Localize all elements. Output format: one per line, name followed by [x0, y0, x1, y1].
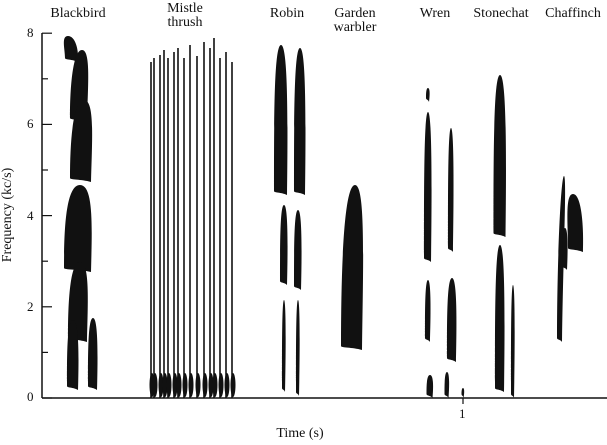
y-tick-6: 6	[27, 116, 34, 131]
y-tick-4: 4	[27, 208, 34, 223]
stonechat-syllable	[495, 245, 505, 392]
blackbird-syllable	[70, 100, 93, 182]
wren-syllable	[461, 388, 465, 398]
label-mistle-thrush: Mistle thrush	[167, 1, 203, 30]
mistle-thrush-note-base	[230, 373, 236, 397]
mistle-thrush-note-base	[208, 373, 214, 397]
mistle-thrush-note-base	[202, 373, 208, 397]
mistle-thrush-note-base	[224, 373, 230, 397]
mistle-thrush-note-base	[212, 373, 218, 397]
wren-syllable	[424, 112, 432, 262]
blackbird-syllable	[88, 318, 98, 390]
label-stonechat: Stonechat	[473, 6, 529, 21]
wren-syllable	[444, 372, 450, 398]
mistle-thrush-note-base	[195, 373, 201, 397]
wren-syllable	[448, 128, 454, 252]
chaffinch-syllable	[567, 194, 584, 252]
y-tick-2: 2	[27, 299, 34, 314]
blackbird-syllable	[63, 36, 79, 62]
label-blackbird: Blackbird	[50, 6, 106, 21]
stonechat-syllable	[511, 285, 515, 398]
robin-syllable	[294, 210, 302, 290]
x-axis-label: Time (s)	[276, 426, 324, 441]
mistle-thrush-note-base	[152, 373, 158, 397]
chaffinch-syllable	[557, 176, 566, 342]
wren-syllable	[426, 375, 434, 398]
mistle-thrush-note-base	[188, 373, 194, 397]
x-tick-1: 1	[459, 406, 466, 421]
wren-syllable	[425, 280, 431, 342]
stonechat-syllable	[493, 75, 506, 237]
robin-syllable	[282, 300, 286, 392]
robin-syllable	[296, 300, 300, 396]
chaffinch-syllable	[562, 228, 568, 270]
mistle-thrush-note-base	[166, 373, 172, 397]
label-wren: Wren	[419, 6, 451, 21]
y-axis-label: Frequency (kc/s)	[0, 167, 15, 263]
wren-syllable	[447, 278, 457, 362]
mistle-thrush-note-base	[172, 373, 178, 397]
label-garden-warbler: Garden warbler	[333, 6, 377, 35]
blackbird-syllable	[67, 320, 79, 390]
mistle-thrush-note-base	[162, 373, 168, 397]
y-tick-0: 0	[27, 389, 34, 404]
robin-syllable	[274, 45, 288, 195]
y-tick-8: 8	[27, 25, 34, 40]
mistle-thrush-note-base	[182, 373, 188, 397]
mistle-thrush-note-base	[158, 373, 164, 397]
label-chaffinch: Chaffinch	[545, 6, 601, 21]
robin-syllable	[294, 48, 306, 195]
mistle-thrush-note-base	[176, 373, 182, 397]
robin-syllable	[280, 205, 288, 285]
label-robin: Robin	[269, 6, 305, 21]
wren-syllable	[426, 88, 430, 102]
garden-warbler-syllable	[341, 185, 364, 350]
mistle-thrush-note-base	[218, 373, 224, 397]
blackbird-syllable	[64, 185, 92, 272]
